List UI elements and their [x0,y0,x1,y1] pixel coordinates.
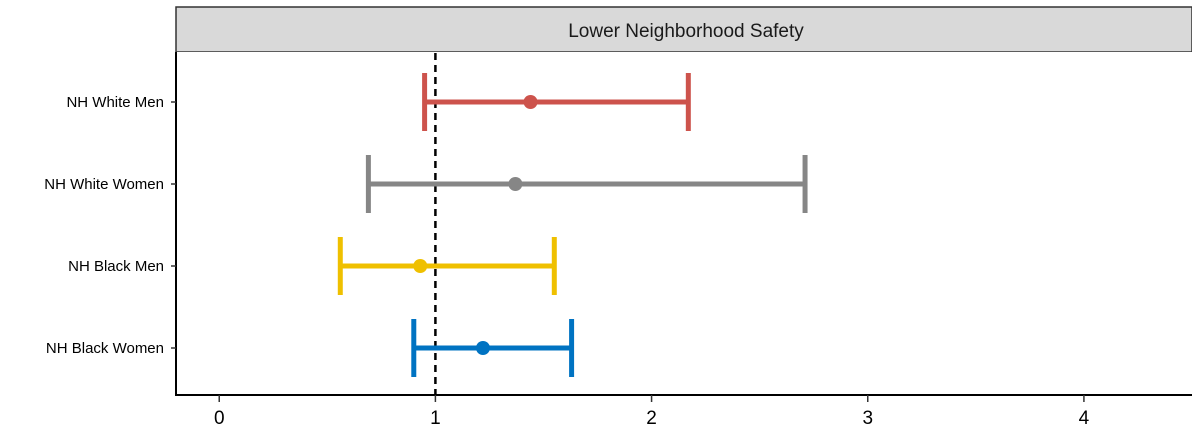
y-tick-label: NH Black Men [68,258,164,275]
estimate-point [508,177,523,191]
estimate-point [413,259,428,273]
x-tick-label: 2 [646,408,657,429]
y-tick-label: NH White Women [44,176,164,193]
facet-strip [175,6,1192,53]
y-tick-label: NH Black Women [46,340,164,357]
estimate-point [523,95,538,109]
x-tick-label: 0 [214,408,225,429]
x-tick-label: 1 [430,408,441,429]
x-tick-label: 3 [862,408,873,429]
y-tick-label: NH White Men [66,94,164,111]
facet-strip-title: Lower Neighborhood Safety [568,21,804,42]
plot-panel [176,52,1192,395]
x-tick-label: 4 [1079,408,1090,429]
estimate-point [475,341,490,355]
